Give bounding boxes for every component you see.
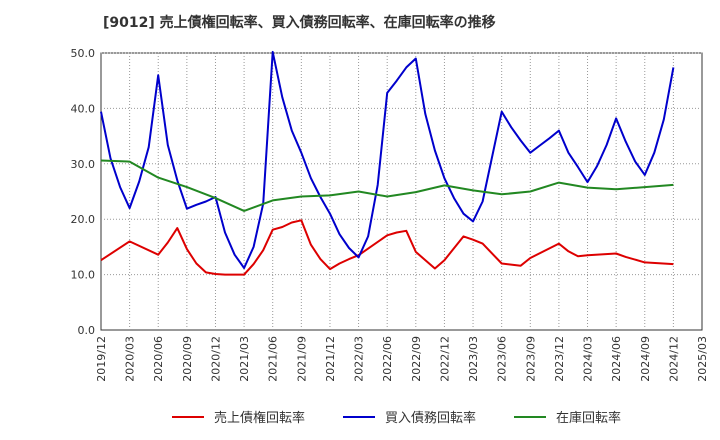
y-tick-label: 50.0 <box>71 47 96 60</box>
y-tick-label: 40.0 <box>71 102 96 115</box>
x-tick-label: 2024/06 <box>610 336 623 382</box>
legend-item-2: 買入債務回転率 <box>343 410 476 426</box>
x-tick-label: 2020/12 <box>209 336 222 382</box>
x-tick-label: 2020/06 <box>152 336 165 382</box>
x-tick-label: 2024/03 <box>582 336 595 382</box>
y-tick-label: 0.0 <box>78 324 96 337</box>
x-tick-label: 2021/03 <box>238 336 251 382</box>
x-tick-label: 2025/03 <box>696 336 709 382</box>
x-tick-label: 2023/12 <box>553 336 566 382</box>
x-tick-label: 2021/12 <box>324 336 337 382</box>
x-tick-label: 2022/09 <box>410 336 423 382</box>
legend-item-3: 在庫回転率 <box>514 410 621 426</box>
legend-item-1: 売上債権回転率 <box>172 410 305 426</box>
x-tick-label: 2023/06 <box>496 336 509 382</box>
series-line-1 <box>100 219 674 276</box>
legend-label: 売上債権回転率 <box>214 410 305 426</box>
x-tick-label: 2022/03 <box>353 336 366 382</box>
x-tick-label: 2019/12 <box>95 336 108 382</box>
x-tick-label: 2023/03 <box>467 336 480 382</box>
y-tick-label: 30.0 <box>71 158 96 171</box>
x-tick-label: 2022/06 <box>381 336 394 382</box>
legend-label: 買入債務回転率 <box>385 410 476 426</box>
x-tick-label: 2024/12 <box>667 336 680 382</box>
chart-title: [9012] 売上債権回転率、買入債務回転率、在庫回転率の推移 <box>103 15 496 31</box>
x-tick-label: 2021/09 <box>295 336 308 382</box>
x-tick-label: 2021/06 <box>267 336 280 382</box>
x-tick-label: 2022/12 <box>438 336 451 382</box>
y-tick-label: 20.0 <box>71 213 96 226</box>
series-line-2 <box>100 50 675 269</box>
x-tick-label: 2024/09 <box>639 336 652 382</box>
x-tick-label: 2020/03 <box>124 336 137 382</box>
plot-frame <box>100 52 703 331</box>
x-tick-label: 2020/09 <box>181 336 194 382</box>
legend-label: 在庫回転率 <box>556 410 621 426</box>
series-line-3 <box>100 159 674 212</box>
x-tick-label: 2023/09 <box>524 336 537 382</box>
y-tick-label: 10.0 <box>71 269 96 282</box>
